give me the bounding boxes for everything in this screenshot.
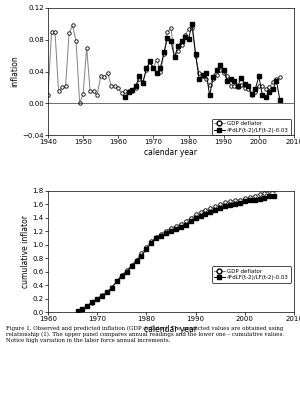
Y-axis label: cumulative inflator: cumulative inflator (21, 215, 30, 288)
Legend: GDP deflator, 4*dLF(t-2)/LF(t-2)-0.03: GDP deflator, 4*dLF(t-2)/LF(t-2)-0.03 (212, 119, 291, 135)
X-axis label: calendar year: calendar year (145, 148, 197, 157)
Y-axis label: inflation: inflation (11, 56, 20, 88)
Text: Figure 1. Observed and predicted inflation (GDP deflator). The predicted values : Figure 1. Observed and predicted inflati… (6, 326, 284, 343)
Legend: GDP deflator, 4*dLF(t-2)/LF(t-2)-0.03: GDP deflator, 4*dLF(t-2)/LF(t-2)-0.03 (212, 266, 291, 282)
X-axis label: calendar year: calendar year (145, 325, 197, 334)
